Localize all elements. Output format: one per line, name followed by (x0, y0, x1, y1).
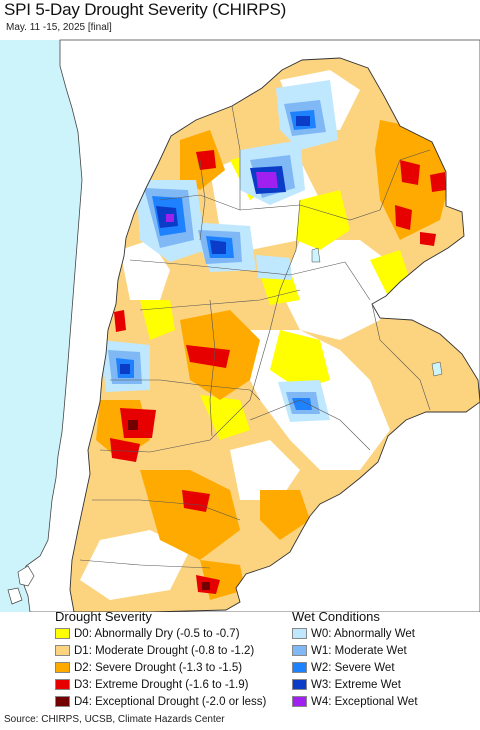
legend-item-d3: D3: Extreme Drought (-1.6 to -1.9) (55, 677, 248, 692)
legend-swatch-d4 (55, 696, 70, 707)
legend-label: W4: Exceptional Wet (311, 695, 418, 708)
map-title: SPI 5-Day Drought Severity (CHIRPS) (4, 0, 287, 19)
legend-swatch-d1 (55, 645, 70, 656)
legend-label: W1: Moderate Wet (311, 644, 407, 657)
legend-swatch-d3 (55, 679, 70, 690)
legend-swatch-w3 (292, 679, 307, 690)
source-credit: Source: CHIRPS, UCSB, Climate Hazards Ce… (4, 714, 225, 725)
legend-item-d1: D1: Moderate Drought (-0.8 to -1.2) (55, 643, 254, 658)
legend-swatch-d2 (55, 662, 70, 673)
map-subtitle: May. 11 -15, 2025 [final] (6, 22, 112, 33)
legend-label: D2: Severe Drought (-1.3 to -1.5) (74, 661, 243, 674)
legend-swatch-w1 (292, 645, 307, 656)
legend-label: D0: Abnormally Dry (-0.5 to -0.7) (74, 627, 240, 640)
wet-legend-heading: Wet Conditions (292, 609, 380, 624)
study-area-outline (69, 57, 480, 612)
legend-item-w2: W2: Severe Wet (292, 660, 395, 675)
legend-swatch-w2 (292, 662, 307, 673)
legend-item-d0: D0: Abnormally Dry (-0.5 to -0.7) (55, 626, 240, 641)
legend-item-w4: W4: Exceptional Wet (292, 694, 418, 709)
legend-swatch-w0 (292, 628, 307, 639)
legend-label: W3: Extreme Wet (311, 678, 401, 691)
admin-boundaries (79, 105, 431, 569)
legend-item-d4: D4: Exceptional Drought (-2.0 or less) (55, 694, 266, 709)
legend-label: W0: Abnormally Wet (311, 627, 415, 640)
island (7, 587, 23, 605)
island (17, 565, 35, 587)
legend-item-w3: W3: Extreme Wet (292, 677, 401, 692)
drought-legend-heading: Drought Severity (55, 609, 152, 624)
legend-label: D3: Extreme Drought (-1.6 to -1.9) (74, 678, 249, 691)
legend-label: D1: Moderate Drought (-0.8 to -1.2) (74, 644, 255, 657)
legend-swatch-d0 (55, 628, 70, 639)
legend-swatch-w4 (292, 696, 307, 707)
legend-item-w1: W1: Moderate Wet (292, 643, 407, 658)
drought-map (0, 39, 480, 612)
legend-label: D4: Exceptional Drought (-2.0 or less) (74, 695, 267, 708)
water-features (311, 247, 443, 377)
legend-item-d2: D2: Severe Drought (-1.3 to -1.5) (55, 660, 242, 675)
legend-label: W2: Severe Wet (311, 661, 395, 674)
legend-item-w0: W0: Abnormally Wet (292, 626, 415, 641)
